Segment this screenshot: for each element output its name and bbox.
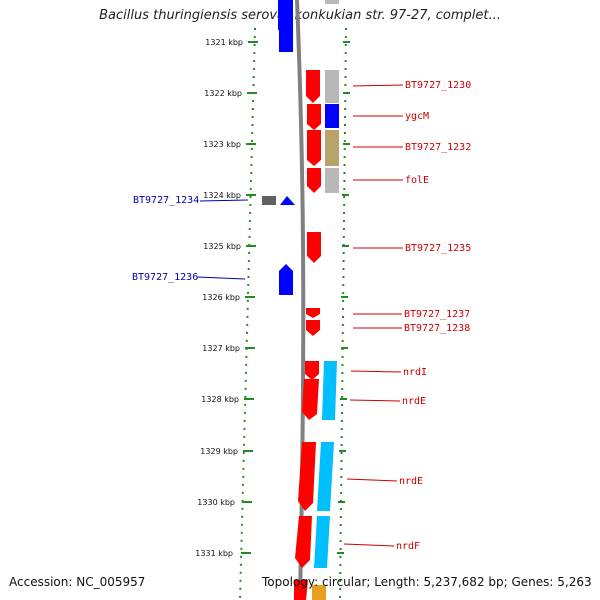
gene-label[interactable]: BT9727_1237 — [404, 309, 470, 320]
scale-tick-label: 1328 kbp — [201, 395, 239, 404]
gene-label[interactable]: nrdE — [399, 476, 423, 487]
gene-label[interactable]: folE — [405, 175, 429, 186]
scale-tick-label: 1321 kbp — [205, 38, 243, 47]
cog-bar — [325, 0, 339, 4]
gene-label[interactable]: nrdI — [403, 367, 427, 378]
gene-bt9727-1232[interactable] — [307, 130, 321, 166]
accession-text: Accession: NC_005957 — [9, 575, 146, 589]
gene-label[interactable]: nrdF — [396, 541, 420, 552]
gene-bt9727-1234[interactable] — [262, 196, 276, 205]
gene-reverse-top[interactable] — [278, 0, 293, 30]
gene-ygcm[interactable] — [307, 104, 321, 130]
label-leader — [352, 84, 404, 87]
gene-label[interactable]: BT9727_1234 — [133, 195, 199, 206]
gene-label[interactable]: BT9727_1230 — [405, 80, 471, 91]
gene-nrdf[interactable] — [295, 516, 312, 568]
cog-bar-1230 — [325, 70, 339, 103]
cog-bar-bottom — [312, 585, 326, 600]
scale-ticks: 1321 kbp 1322 kbp 1323 kbp 1324 kbp 1325… — [195, 38, 350, 558]
scale-tick-label: 1325 kbp — [203, 242, 241, 251]
gene-label[interactable]: BT9727_1238 — [404, 323, 470, 334]
gene-bottom[interactable] — [294, 580, 308, 600]
outer-dotted-guide — [339, 27, 347, 600]
gene-label[interactable]: nrdE — [402, 396, 426, 407]
map-title: Bacillus thuringiensis serovar konkukian… — [99, 8, 501, 23]
gene-fole[interactable] — [307, 168, 321, 193]
cog-bar-fole — [325, 168, 339, 193]
gene-nrde-2[interactable] — [298, 442, 316, 511]
gene-bt9727-1238[interactable] — [306, 320, 320, 336]
gene-label[interactable]: BT9727_1232 — [405, 142, 471, 153]
gene-bt9727-1237[interactable] — [306, 308, 320, 318]
gene-nrdi[interactable] — [305, 361, 319, 380]
cog-bar-nrdf — [314, 516, 330, 568]
label-leader-left — [199, 199, 249, 202]
gene-bt9727-1235[interactable] — [307, 232, 321, 263]
label-leader-left — [196, 276, 246, 280]
label-leader — [349, 399, 401, 402]
cog-bar-nrde-2 — [317, 442, 334, 511]
label-leader — [343, 543, 395, 547]
label-leader — [346, 478, 398, 482]
gene-bt9727-1230[interactable] — [306, 70, 320, 103]
scale-tick-label: 1322 kbp — [204, 89, 242, 98]
genome-summary-text: Topology: circular; Length: 5,237,682 bp… — [262, 575, 592, 589]
gene-bt9727-1236[interactable] — [279, 264, 293, 295]
genome-backbone — [295, 0, 306, 600]
gene-label[interactable]: BT9727_1235 — [405, 243, 471, 254]
gene-reverse-top-2[interactable] — [279, 30, 293, 52]
scale-tick-label: 1331 kbp — [195, 549, 233, 558]
gene-label[interactable]: BT9727_1236 — [132, 272, 198, 283]
scale-tick-label: 1324 kbp — [203, 191, 241, 200]
inner-dotted-guide — [239, 27, 256, 600]
gene-bt9727-1234-arrow[interactable] — [280, 196, 295, 205]
scale-tick-label: 1327 kbp — [202, 344, 240, 353]
gene-label[interactable]: ygcM — [405, 111, 429, 122]
cog-bar-nrde-1 — [322, 361, 337, 420]
scale-tick-label: 1329 kbp — [200, 447, 238, 456]
scale-tick-label: 1323 kbp — [203, 140, 241, 149]
label-leader — [350, 370, 402, 373]
gene-nrde-1[interactable] — [302, 379, 319, 420]
cog-bar-ygcm — [325, 104, 339, 128]
scale-tick-label: 1326 kbp — [202, 293, 240, 302]
scale-tick-label: 1330 kbp — [197, 498, 235, 507]
cog-bar-1232 — [325, 130, 339, 166]
